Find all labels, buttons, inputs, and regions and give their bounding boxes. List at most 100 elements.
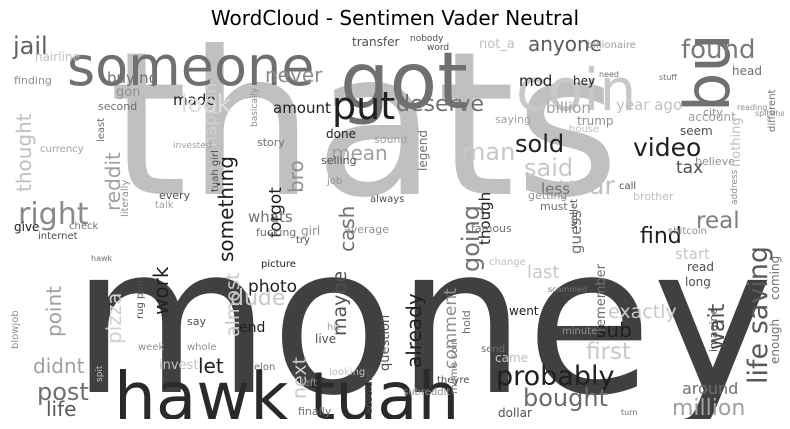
word-turn: turn: [621, 408, 637, 417]
word-found: found: [681, 35, 756, 65]
word-house: house: [569, 124, 599, 135]
word-getting: getting: [528, 189, 567, 202]
word-mod: mod: [519, 72, 552, 90]
word-stuff: stuff: [659, 73, 677, 82]
word-thought: thought: [12, 113, 36, 192]
word-buy: buy: [671, 32, 744, 112]
word-sub: sub: [596, 318, 632, 342]
word-pizza: pizza: [102, 292, 126, 344]
word-city: city: [703, 106, 723, 119]
word-money: money: [71, 203, 774, 419]
word-picture: picture: [261, 259, 296, 270]
word-famous: famous: [471, 222, 512, 235]
word-work: work: [149, 266, 173, 315]
word-didnt: didnt: [33, 354, 85, 378]
word-hold: hold: [460, 310, 473, 334]
word-look: look: [181, 90, 231, 118]
word-currency: currency: [40, 144, 84, 155]
word-girl: girl: [301, 224, 320, 238]
word-already: already: [402, 293, 426, 368]
word-week: week: [138, 342, 164, 353]
word-looking: looking: [329, 367, 365, 378]
word-reddit: reddit: [101, 152, 125, 211]
word-deserve: deserve: [396, 92, 484, 117]
word-must: must: [540, 200, 568, 213]
word-billion: billion: [546, 99, 591, 117]
word-enough: enough: [768, 319, 782, 364]
word-thats: thats: [109, 32, 619, 242]
word-saying: saying: [495, 113, 531, 126]
word-literally: literally: [120, 180, 131, 217]
word-year: year: [559, 171, 615, 200]
word-finally: finally: [298, 405, 332, 418]
word-end: end: [239, 320, 265, 336]
word-talk: talk: [155, 200, 174, 211]
word-invest: invest: [159, 358, 198, 373]
word-live: live: [315, 332, 336, 346]
word-life-saving: life saving: [743, 246, 774, 384]
word-cloud: money thats hawk tuah got someone coin buy prob…: [11, 32, 784, 419]
word-sound: sound: [374, 133, 407, 146]
word-happen: happen: [201, 83, 221, 147]
word-bought: bought: [523, 384, 608, 412]
word-went: went: [509, 304, 539, 318]
word-next: next: [289, 357, 311, 399]
word-invested: invested: [173, 141, 212, 151]
word-wait: wait: [705, 303, 730, 350]
word-post: post: [37, 378, 89, 406]
word-nobody: nobody: [410, 34, 444, 44]
word-less: less: [541, 180, 570, 198]
word-hawk-tuah: hawk tuah: [114, 358, 459, 419]
word-try: try: [296, 235, 310, 246]
word-never: never: [265, 63, 323, 87]
word-absolutel: absolutel: [364, 368, 375, 414]
word-finding: finding: [14, 74, 52, 87]
word-million: million: [672, 396, 745, 419]
word-though: though: [476, 192, 494, 245]
word-transfer: transfer: [352, 35, 399, 49]
word-point: point: [42, 286, 66, 337]
word-exactly: exactly: [608, 301, 677, 323]
word-put: put: [332, 84, 395, 128]
word-coming: coming: [768, 256, 782, 300]
word-anyone: anyone: [528, 32, 602, 56]
word-tax: tax: [676, 158, 703, 178]
word-need: need: [599, 70, 619, 79]
word-right: right: [18, 197, 89, 232]
word-photo: photo: [248, 277, 297, 297]
word-imagine: imagine: [707, 307, 720, 352]
chart-title: WordCloud - Sentimen Vader Neutral: [210, 6, 580, 30]
word-someone: someone: [67, 35, 314, 98]
word-billionaire: billionaire: [587, 40, 636, 51]
word-basically: basically: [250, 87, 260, 127]
word-brother: brother: [633, 190, 674, 203]
word-story: story: [257, 136, 285, 149]
word-head: head: [732, 64, 762, 78]
word-coin: coin: [516, 56, 636, 124]
word-spit: spit: [95, 365, 105, 382]
word-dude: dude: [230, 286, 285, 311]
word-probably: probably: [496, 361, 614, 392]
word-always: always: [370, 194, 404, 205]
word-minute: minute: [562, 326, 597, 337]
word-long: long: [685, 275, 711, 289]
word-real: real: [696, 208, 740, 234]
word-left: left: [301, 378, 317, 389]
word-let: let: [198, 354, 224, 378]
word-address: address: [730, 169, 740, 205]
word-first: first: [586, 339, 631, 365]
word-elon: elon: [254, 362, 275, 373]
word-trump: trump: [577, 114, 614, 128]
word-start: start: [675, 245, 710, 263]
word-hawk: hawk: [91, 254, 113, 263]
word-selling: selling: [321, 154, 357, 167]
word-made: made: [173, 91, 216, 109]
word-whats: whats: [248, 208, 293, 226]
word-nothing: nothing: [729, 117, 744, 167]
word-call: call: [619, 181, 636, 192]
word-send: send: [481, 344, 505, 355]
word-dollar: dollar: [498, 406, 532, 419]
word-give: give: [14, 220, 39, 234]
word-check: check: [69, 221, 98, 232]
